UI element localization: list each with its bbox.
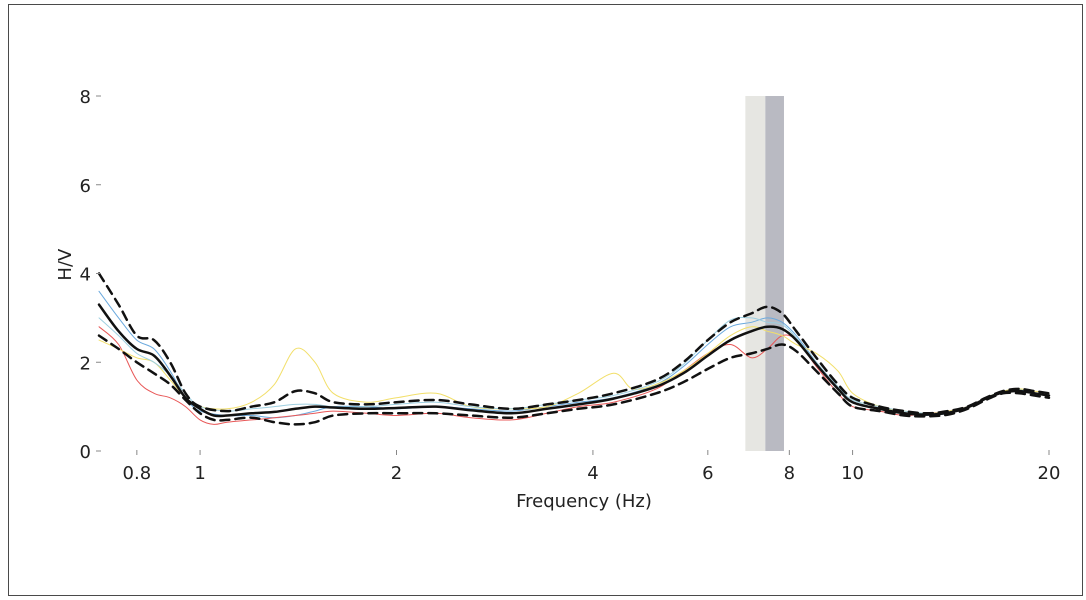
- y-axis-label: H/V: [55, 248, 76, 281]
- series-line-2: [97, 334, 1051, 426]
- y-tick-label: 8: [80, 87, 91, 108]
- series-line-4: [98, 290, 1050, 419]
- hv-chart: 0 2 4 6 8 0.8 1 2 4 6 8 10 20 Frequency (Hz) H/V: [55, 87, 1061, 512]
- series-layer: [97, 272, 1051, 426]
- x-axis-label: Frequency (Hz): [516, 491, 652, 512]
- axes: 0 2 4 6 8 0.8 1 2 4 6 8 10 20: [80, 87, 1061, 484]
- x-tick-label: 20: [1038, 463, 1061, 484]
- y-tick-label: 2: [80, 353, 91, 374]
- peak-bands: [745, 96, 784, 451]
- series-line-1: [97, 272, 1051, 415]
- y-tick-label: 0: [80, 442, 91, 463]
- chart-frame: 0 2 4 6 8 0.8 1 2 4 6 8 10 20 Frequency (Hz) H/V: [8, 4, 1083, 596]
- x-tick-label: 10: [841, 463, 864, 484]
- x-tick-label: 6: [702, 463, 713, 484]
- x-tick-label: 0.8: [123, 463, 152, 484]
- series-line-3: [97, 303, 1051, 418]
- x-tick-label: 1: [194, 463, 205, 484]
- peak-band-2: [765, 96, 784, 451]
- x-tick-label: 2: [391, 463, 402, 484]
- x-tick-label: 8: [784, 463, 795, 484]
- peak-band-1: [745, 96, 766, 451]
- series-line-7: [98, 316, 1050, 414]
- x-tick-label: 4: [587, 463, 598, 484]
- y-tick-label: 6: [80, 176, 91, 197]
- y-tick-label: 4: [80, 265, 91, 286]
